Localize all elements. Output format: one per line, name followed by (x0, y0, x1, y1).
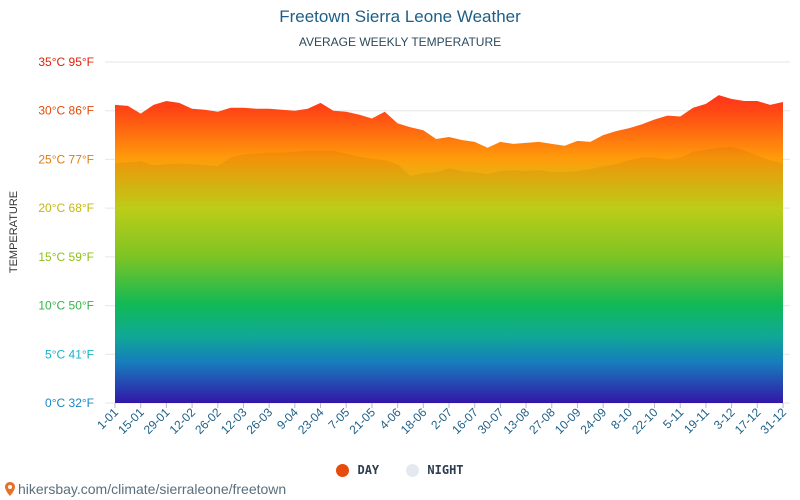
legend-item-day[interactable]: DAY (336, 463, 379, 477)
y-tick-label: 35°C 95°F (38, 55, 94, 69)
x-tick-label: 23-04 (295, 405, 327, 437)
chart-subtitle: AVERAGE WEEKLY TEMPERATURE (298, 35, 502, 49)
legend: DAY NIGHT (0, 463, 800, 480)
legend-item-night[interactable]: NIGHT (406, 463, 464, 477)
x-tick-label: 22-10 (629, 405, 661, 437)
y-tick-label: 5°C 41°F (45, 347, 94, 361)
x-tick-label: 24-09 (578, 405, 610, 437)
y-tick-label: 25°C 77°F (38, 152, 94, 166)
y-axis-ticks: 0°C 32°F 5°C 41°F 10°C 50°F 15°C 59°F 20°C 6… (38, 55, 94, 410)
x-tick-label: 30-07 (475, 405, 507, 437)
x-tick-label: 29-01 (141, 405, 173, 437)
y-tick-label: 20°C 68°F (38, 201, 94, 215)
x-tick-label: 26-02 (192, 405, 224, 437)
x-tick-label: 13-08 (501, 405, 533, 437)
y-tick-label: 15°C 59°F (38, 250, 94, 264)
y-tick-label: 30°C 86°F (38, 104, 94, 118)
day-dot-icon (336, 463, 350, 477)
x-tick-label: 12-03 (218, 405, 250, 437)
night-series-shade (115, 146, 783, 403)
night-series-area[interactable] (115, 146, 783, 403)
legend-day-label: DAY (357, 463, 380, 477)
chart-title: Freetown Sierra Leone Weather (279, 7, 521, 26)
x-tick-label: 27-08 (526, 405, 558, 437)
source-link[interactable]: hikersbay.com/climate/sierraleone/freeto… (18, 481, 287, 497)
night-dot-icon (406, 463, 420, 477)
map-pin-icon (5, 482, 15, 496)
x-tick-label: 10-09 (552, 405, 584, 437)
x-axis-ticks: 1-0115-0129-0112-0226-0212-0326-039-0423… (94, 403, 789, 437)
source-credit[interactable]: hikersbay.com/climate/sierraleone/freeto… (5, 481, 286, 497)
x-tick-label: 31-12 (758, 405, 790, 437)
y-tick-label: 0°C 32°F (45, 396, 94, 410)
x-tick-label: 26-03 (244, 405, 276, 437)
x-tick-label: 21-05 (346, 405, 378, 437)
x-tick-label: 17-12 (732, 405, 764, 437)
x-tick-label: 12-02 (167, 405, 199, 437)
legend-night-label: NIGHT (427, 463, 464, 477)
x-tick-label: 18-06 (398, 405, 430, 437)
x-tick-label: 16-07 (449, 405, 481, 437)
x-tick-label: 15-01 (115, 405, 147, 437)
y-tick-label: 10°C 50°F (38, 299, 94, 313)
x-tick-label: 19-11 (681, 405, 712, 436)
